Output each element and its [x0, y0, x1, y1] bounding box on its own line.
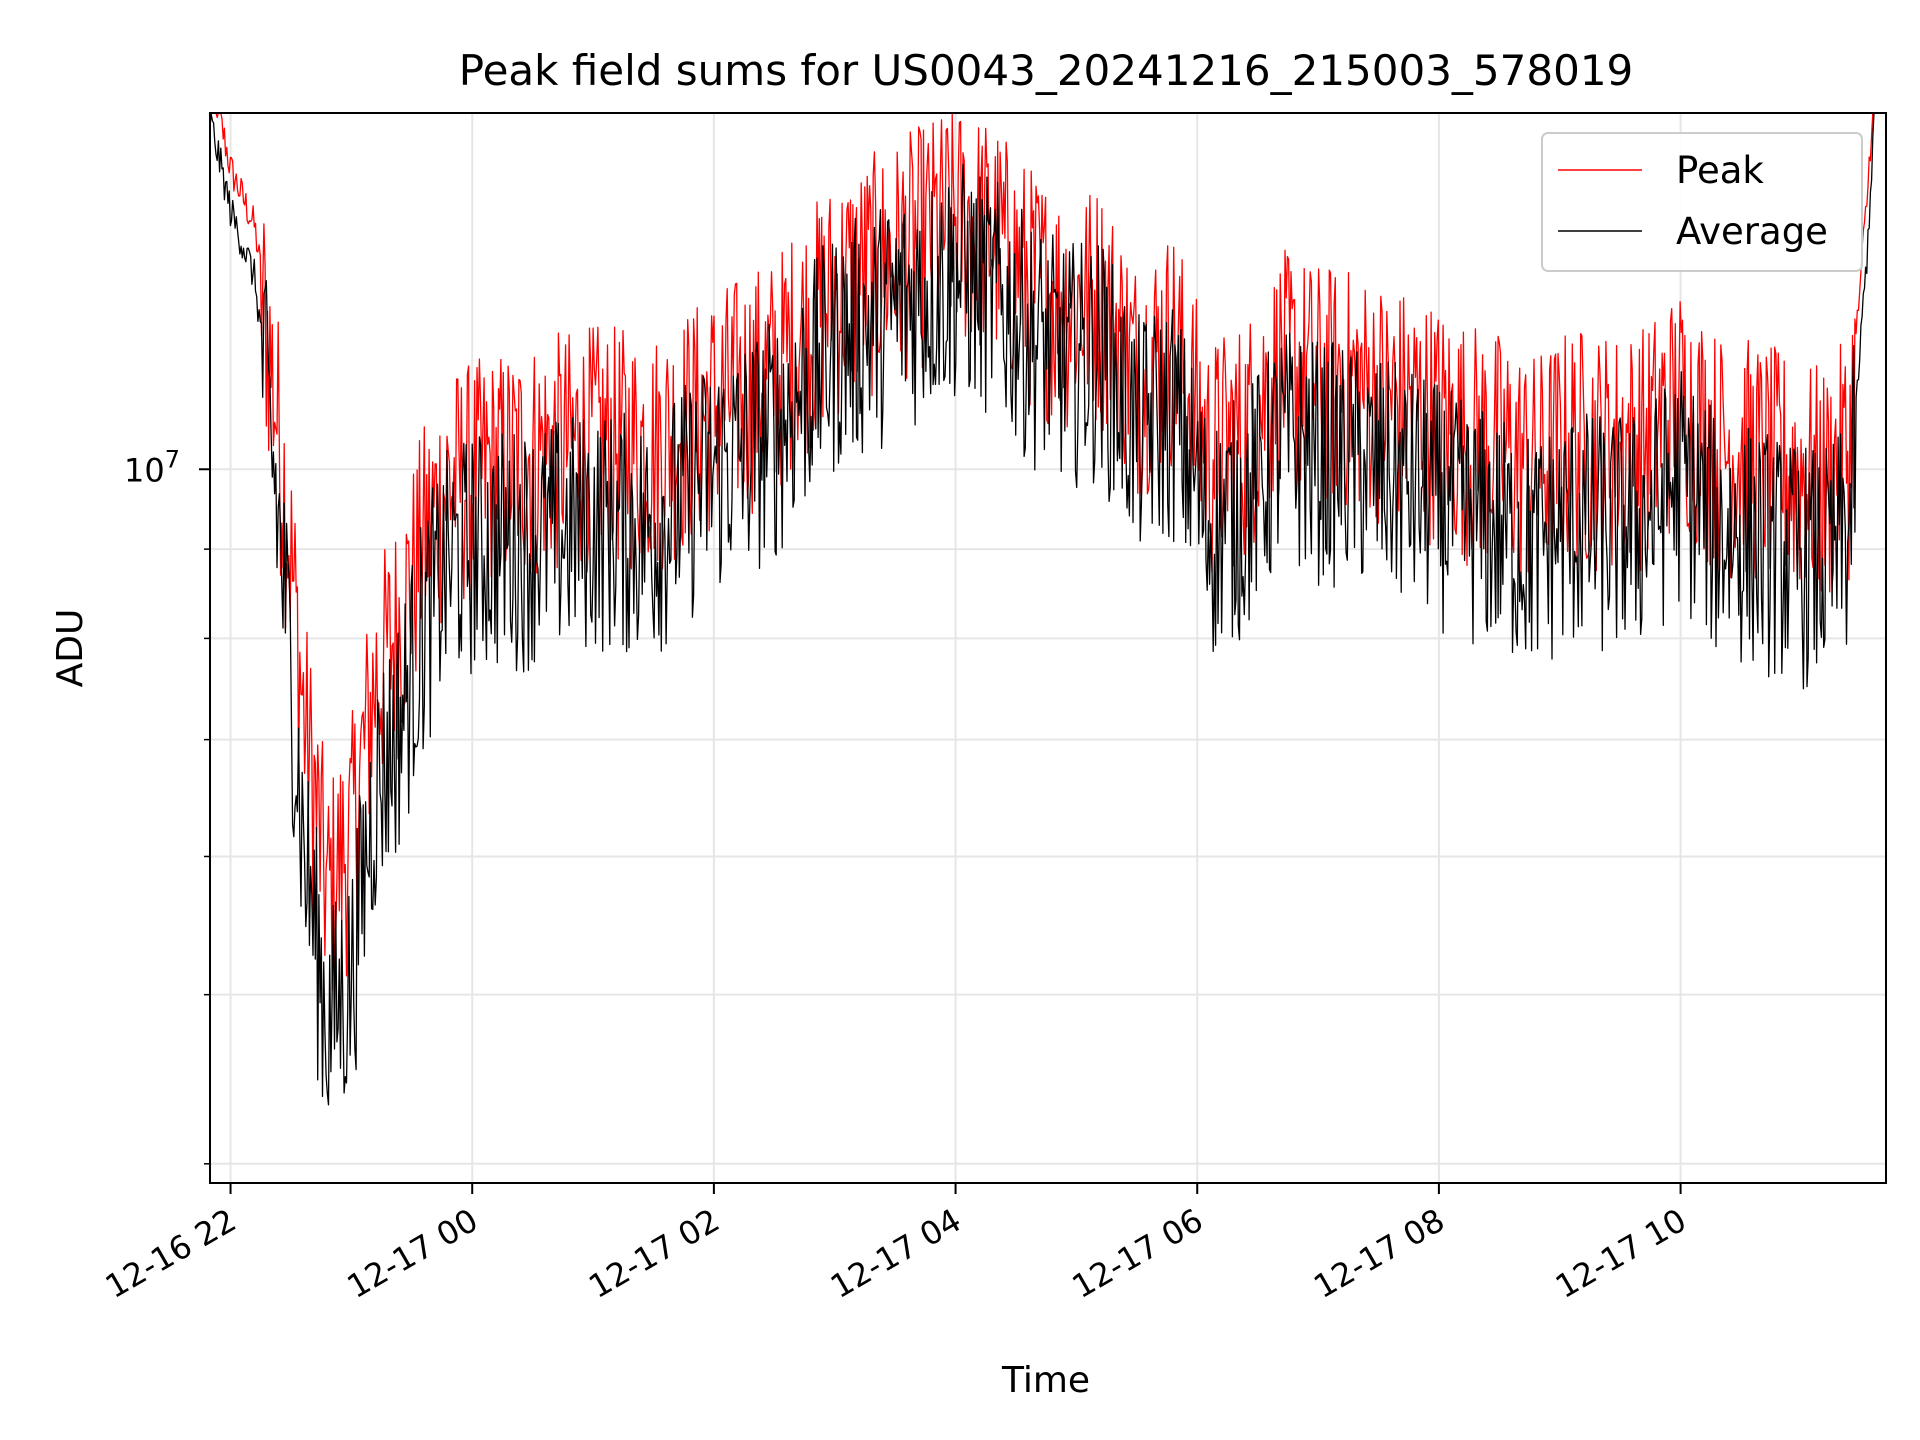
plot-area	[209, 112, 1886, 1106]
legend-average-label: Average	[1676, 210, 1828, 253]
axes-frame	[209, 112, 1887, 1184]
legend-peak-label: Peak	[1676, 149, 1764, 192]
y-tick-base: 10	[124, 451, 165, 489]
grid	[210, 113, 1886, 1183]
y-axis: 107	[124, 445, 210, 1165]
x-axis-label: Time	[1001, 1360, 1090, 1401]
legend-box	[1541, 132, 1863, 272]
y-tick-exponent: 7	[165, 445, 180, 473]
y-tick-label: 107	[124, 445, 180, 489]
series-line-peak	[210, 112, 1886, 992]
y-axis-label: ADU	[50, 609, 91, 688]
legend: Peak Average	[1541, 132, 1863, 272]
series-line-average	[209, 112, 1886, 1106]
chart-title: Peak field sums for US0043_20241216_2150…	[459, 46, 1634, 95]
